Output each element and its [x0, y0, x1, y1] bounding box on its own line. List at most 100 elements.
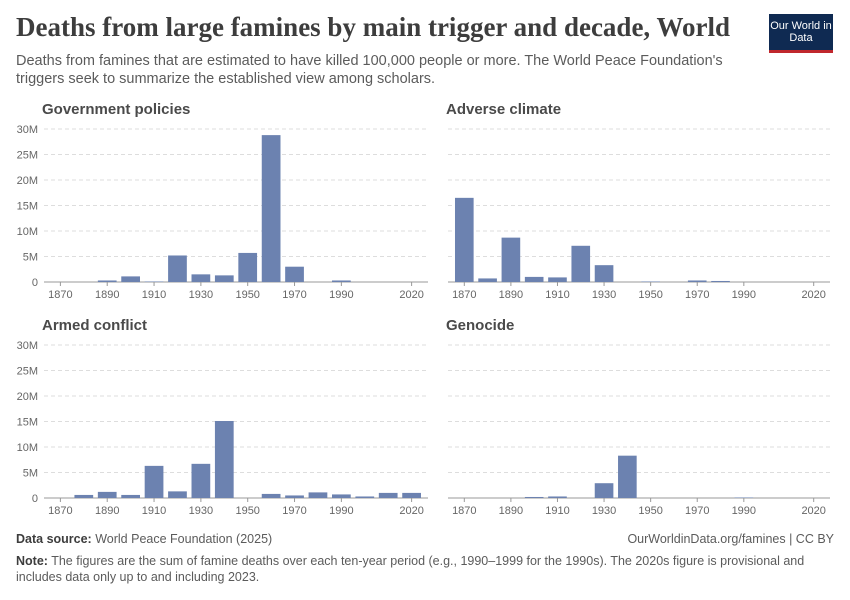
x-tick-label: 1990 — [329, 505, 353, 517]
x-tick-label: 1950 — [235, 505, 259, 517]
y-tick-label: 30M — [17, 124, 38, 136]
x-tick-label: 1890 — [95, 289, 119, 301]
bar — [74, 494, 94, 498]
x-tick-label: 1870 — [48, 289, 72, 301]
bar — [238, 252, 258, 282]
bar — [501, 237, 521, 282]
panel-title: Genocide — [446, 317, 514, 334]
y-tick-label: 5M — [23, 468, 38, 480]
y-tick-label: 0 — [32, 493, 38, 505]
x-tick-label: 1910 — [142, 505, 166, 517]
x-tick-label: 1910 — [545, 289, 569, 301]
bar — [191, 463, 211, 498]
x-tick-label: 1910 — [545, 505, 569, 517]
bar — [261, 493, 281, 498]
panel-title: Armed conflict — [42, 317, 147, 334]
bar — [524, 496, 544, 498]
x-tick-label: 1990 — [732, 505, 756, 517]
y-tick-label: 5M — [23, 252, 38, 264]
panel-title: Government policies — [42, 101, 190, 118]
x-tick-label: 1950 — [235, 289, 259, 301]
bar — [97, 491, 117, 498]
bar — [711, 280, 730, 282]
source: Data source: World Peace Foundation (202… — [16, 532, 272, 546]
x-tick-label: 1990 — [329, 289, 353, 301]
x-tick-label: 1970 — [685, 289, 709, 301]
url[interactable]: OurWorldinData.org/famines | CC BY — [627, 532, 834, 546]
source-text: World Peace Foundation (2025) — [95, 532, 273, 546]
x-tick-label: 1930 — [189, 505, 213, 517]
bar — [687, 280, 707, 282]
bar — [332, 494, 351, 498]
logo[interactable]: Our World in Data — [769, 14, 833, 53]
bar — [454, 197, 474, 282]
bar — [734, 497, 754, 498]
bar — [97, 280, 117, 282]
y-tick-label: 10M — [17, 226, 38, 238]
x-tick-label: 1930 — [189, 289, 213, 301]
x-tick-label: 1870 — [48, 505, 72, 517]
x-tick-label: 2020 — [801, 505, 825, 517]
bar — [641, 281, 660, 282]
x-tick-label: 1970 — [282, 505, 306, 517]
y-tick-label: 25M — [17, 366, 38, 378]
bar — [214, 420, 234, 498]
subtitle: Deaths from famines that are estimated t… — [16, 53, 723, 87]
bar — [168, 491, 187, 498]
bar — [378, 492, 398, 498]
y-tick-label: 15M — [17, 417, 38, 429]
x-tick-label: 1970 — [282, 289, 306, 301]
bar — [618, 455, 637, 498]
x-tick-label: 1870 — [452, 289, 476, 301]
note: Note: The figures are the sum of famine … — [16, 553, 816, 585]
bar — [594, 265, 614, 282]
x-tick-label: 1910 — [142, 289, 166, 301]
y-tick-label: 0 — [32, 277, 38, 289]
bar — [355, 496, 375, 498]
bar — [214, 275, 234, 282]
bar — [261, 135, 281, 282]
x-tick-label: 2020 — [801, 289, 825, 301]
x-tick-label: 1930 — [592, 505, 616, 517]
note-text: The figures are the sum of famine deaths… — [16, 554, 805, 584]
bar — [168, 255, 187, 282]
x-tick-label: 1990 — [732, 289, 756, 301]
x-tick-label: 1950 — [638, 289, 662, 301]
bar — [478, 278, 497, 282]
x-tick-label: 1950 — [638, 505, 662, 517]
source-label: Data source: — [16, 532, 92, 546]
bar — [524, 276, 544, 282]
y-tick-label: 30M — [17, 340, 38, 352]
bar — [285, 266, 304, 282]
x-tick-label: 1890 — [95, 505, 119, 517]
x-tick-label: 1890 — [499, 505, 523, 517]
bar — [144, 465, 164, 498]
title: Deaths from large famines by main trigge… — [16, 12, 730, 42]
bar — [594, 483, 614, 498]
bar — [121, 494, 140, 498]
bar — [285, 495, 304, 498]
bar — [402, 492, 421, 498]
y-tick-label: 20M — [17, 391, 38, 403]
bar — [548, 277, 567, 282]
bar — [121, 276, 140, 282]
panel-title: Adverse climate — [446, 101, 561, 118]
note-label: Note: — [16, 554, 48, 568]
bar — [332, 280, 351, 282]
bar — [571, 245, 591, 282]
bar — [308, 492, 328, 498]
bar — [144, 281, 164, 282]
y-tick-label: 25M — [17, 150, 38, 162]
bar — [191, 274, 211, 282]
x-tick-label: 2020 — [399, 289, 423, 301]
y-tick-label: 20M — [17, 175, 38, 187]
x-tick-label: 1870 — [452, 505, 476, 517]
x-tick-label: 1930 — [592, 289, 616, 301]
bar — [548, 496, 567, 498]
x-tick-label: 1970 — [685, 505, 709, 517]
y-tick-label: 15M — [17, 201, 38, 213]
x-tick-label: 1890 — [499, 289, 523, 301]
x-tick-label: 2020 — [399, 505, 423, 517]
